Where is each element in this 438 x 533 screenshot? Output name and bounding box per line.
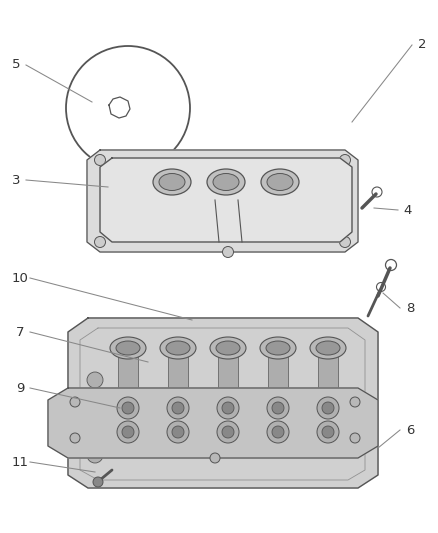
Text: 6: 6 [406, 424, 414, 437]
Circle shape [93, 477, 103, 487]
Ellipse shape [267, 174, 293, 190]
Bar [268, 349, 288, 411]
Polygon shape [100, 158, 352, 242]
Circle shape [317, 397, 339, 419]
Circle shape [167, 397, 189, 419]
Polygon shape [68, 318, 378, 488]
Circle shape [167, 421, 189, 443]
Circle shape [322, 426, 334, 438]
Ellipse shape [216, 341, 240, 355]
Ellipse shape [159, 174, 185, 190]
Ellipse shape [118, 405, 138, 415]
Circle shape [350, 397, 360, 407]
Ellipse shape [318, 405, 338, 415]
Bar [218, 349, 238, 411]
Circle shape [267, 397, 289, 419]
Ellipse shape [160, 337, 196, 359]
Circle shape [95, 237, 106, 247]
Text: 4: 4 [404, 204, 412, 216]
Text: 9: 9 [16, 382, 24, 394]
Ellipse shape [218, 405, 238, 415]
Bar [118, 349, 138, 411]
Bar [318, 349, 338, 411]
Circle shape [339, 237, 350, 247]
Ellipse shape [213, 174, 239, 190]
Ellipse shape [261, 169, 299, 195]
Circle shape [87, 372, 103, 388]
Text: 8: 8 [406, 302, 414, 314]
Ellipse shape [266, 341, 290, 355]
Ellipse shape [210, 337, 246, 359]
Circle shape [122, 426, 134, 438]
Text: 11: 11 [11, 456, 28, 469]
Text: 10: 10 [11, 271, 28, 285]
Circle shape [217, 421, 239, 443]
Ellipse shape [166, 341, 190, 355]
Circle shape [172, 402, 184, 414]
Circle shape [87, 412, 103, 428]
Ellipse shape [110, 337, 146, 359]
Circle shape [339, 155, 350, 166]
Circle shape [223, 246, 233, 257]
Bar [168, 349, 188, 411]
Circle shape [350, 433, 360, 443]
Circle shape [70, 433, 80, 443]
Ellipse shape [116, 341, 140, 355]
Ellipse shape [260, 337, 296, 359]
Ellipse shape [316, 341, 340, 355]
Circle shape [87, 447, 103, 463]
Circle shape [222, 426, 234, 438]
Ellipse shape [168, 405, 188, 415]
Text: 5: 5 [12, 59, 20, 71]
Circle shape [117, 397, 139, 419]
Circle shape [322, 402, 334, 414]
Circle shape [217, 397, 239, 419]
Polygon shape [48, 388, 378, 458]
Ellipse shape [310, 337, 346, 359]
Circle shape [210, 453, 220, 463]
Circle shape [267, 421, 289, 443]
Circle shape [95, 155, 106, 166]
Circle shape [272, 402, 284, 414]
Polygon shape [87, 150, 358, 252]
Circle shape [122, 402, 134, 414]
Circle shape [222, 402, 234, 414]
Circle shape [172, 426, 184, 438]
Text: 2: 2 [418, 38, 426, 52]
Ellipse shape [268, 405, 288, 415]
Circle shape [117, 421, 139, 443]
Ellipse shape [153, 169, 191, 195]
Circle shape [272, 426, 284, 438]
Ellipse shape [207, 169, 245, 195]
Circle shape [70, 397, 80, 407]
Text: 7: 7 [16, 326, 24, 338]
Text: 3: 3 [12, 174, 20, 187]
Circle shape [317, 421, 339, 443]
